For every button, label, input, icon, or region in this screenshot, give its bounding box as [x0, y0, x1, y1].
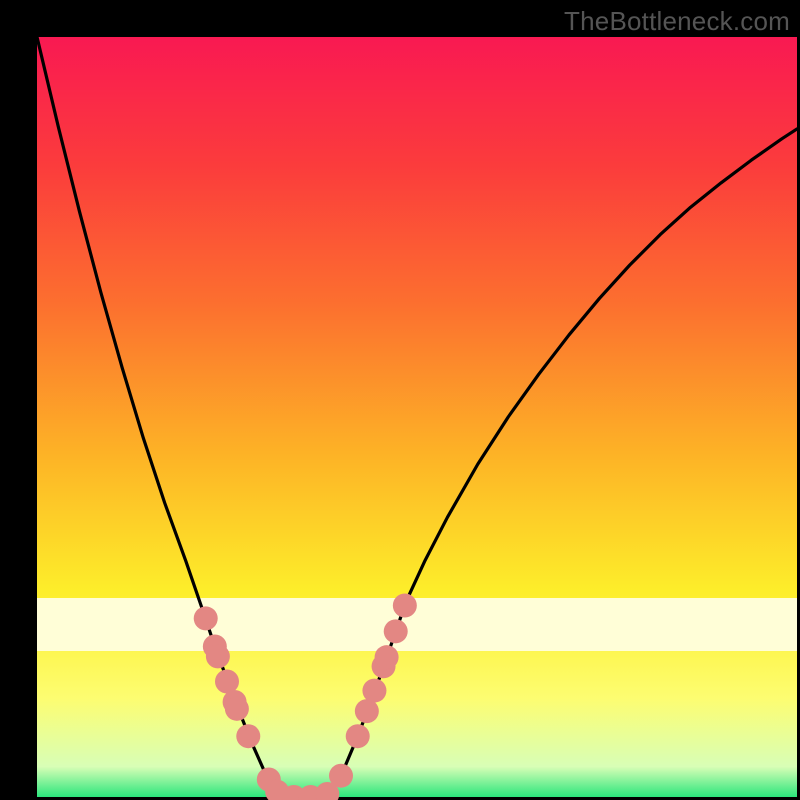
- bottleneck-curve: [37, 37, 797, 797]
- marker-dot: [384, 619, 408, 643]
- plot-area: [37, 37, 797, 797]
- marker-dot: [329, 764, 353, 788]
- marker-dot: [194, 606, 218, 630]
- marker-group: [194, 593, 417, 800]
- marker-dot: [215, 669, 239, 693]
- watermark-text: TheBottleneck.com: [564, 6, 790, 37]
- marker-dot: [236, 724, 260, 748]
- marker-dot: [355, 699, 379, 723]
- marker-dot: [206, 644, 230, 668]
- marker-dot: [375, 645, 399, 669]
- marker-dot: [393, 593, 417, 617]
- marker-dot: [362, 679, 386, 703]
- chart-svg: [37, 37, 797, 797]
- marker-dot: [346, 724, 370, 748]
- marker-dot: [225, 697, 249, 721]
